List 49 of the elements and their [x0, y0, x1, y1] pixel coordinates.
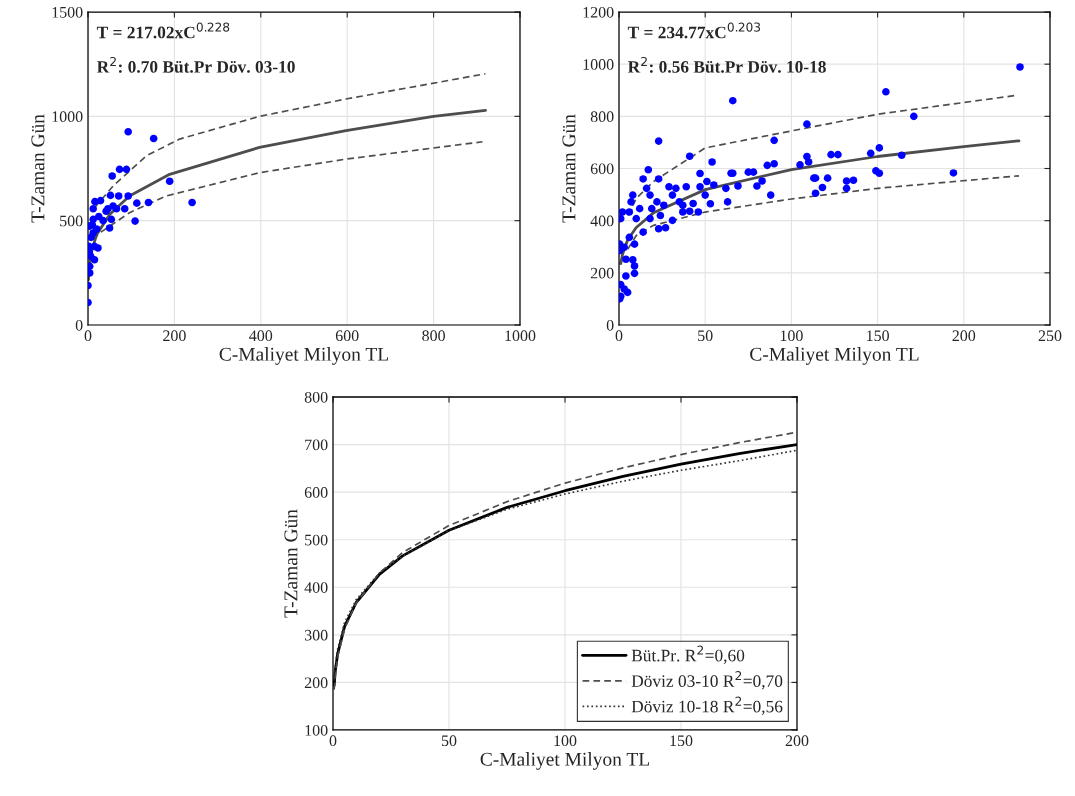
y-tick-label: 1000 — [52, 111, 83, 123]
y-tick-label: 400 — [590, 215, 614, 227]
x-tick-label: 600 — [335, 330, 359, 342]
x-tick-label: 1000 — [505, 330, 536, 342]
x-tick-label: 100 — [780, 330, 803, 342]
y-tick-label: 1000 — [583, 59, 614, 70]
y-tick-label: 600 — [590, 163, 614, 175]
x-tick-label: 0 — [329, 735, 337, 747]
y-tick-label: 1500 — [52, 6, 83, 18]
legend-label: Büt.Pr. R$^{2}$=0,60 — [631, 645, 745, 664]
x-tick-label: 0 — [84, 330, 92, 342]
x-tick-label: 800 — [422, 330, 445, 342]
legend-label: Döviz 03-10 R$^{2}$=0,70 — [631, 671, 783, 690]
y-tick-label: 600 — [304, 487, 328, 498]
y-tick-label: 200 — [590, 267, 614, 279]
annotation: T = 217.02xC$^{0.228}$ — [96, 22, 230, 39]
y-axis-title: T-Zaman Gün — [562, 114, 576, 223]
x-tick-label: 50 — [441, 735, 457, 747]
y-tick-label: 400 — [304, 582, 328, 593]
x-tick-label: 200 — [163, 330, 186, 342]
y-tick-label: 200 — [304, 677, 328, 689]
legend-label: Döviz 10-18 R$^{2}$=0,56 — [631, 696, 783, 715]
x-tick-label: 250 — [1038, 330, 1062, 342]
x-tick-label: 100 — [554, 735, 577, 747]
y-tick-label: 300 — [304, 629, 328, 641]
x-tick-label: 400 — [249, 330, 273, 342]
y-tick-label: 500 — [60, 215, 83, 227]
x-tick-label: 200 — [952, 330, 976, 342]
y-tick-label: 0 — [75, 319, 83, 331]
y-tick-label: 500 — [305, 534, 328, 546]
annotation: R$^{2}$: 0.70 Büt.Pr Döv. 03-10 — [96, 56, 295, 73]
y-tick-label: 700 — [305, 439, 328, 451]
y-tick-label: 1200 — [583, 6, 614, 18]
y-tick-label: 0 — [606, 319, 614, 331]
x-axis-title: C-Maliyet Milyon TL — [750, 347, 919, 365]
y-tick-label: 800 — [590, 111, 614, 123]
y-tick-label: 100 — [305, 724, 328, 736]
y-tick-label: 800 — [304, 391, 328, 403]
x-tick-label: 150 — [867, 330, 889, 342]
y-axis-title: T-Zaman Gün — [31, 114, 45, 223]
x-tick-label: 0 — [615, 330, 623, 342]
x-tick-label: 200 — [785, 735, 809, 747]
x-tick-label: 50 — [698, 330, 713, 342]
annotation: R$^{2}$: 0.56 Büt.Pr Döv. 10-18 — [627, 56, 826, 73]
x-axis-title: C-Maliyet Milyon TL — [480, 752, 649, 770]
x-tick-label: 150 — [670, 735, 693, 747]
annotation: T = 234.77xC$^{0.203}$ — [627, 22, 761, 39]
y-axis-title: T-Zaman Gün — [284, 509, 298, 618]
x-axis-title: C-Maliyet Milyon TL — [219, 347, 388, 365]
